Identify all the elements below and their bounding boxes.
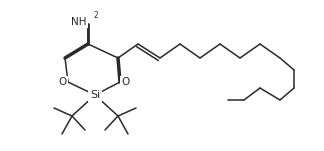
Text: O: O [121, 77, 129, 87]
Text: Si: Si [90, 90, 100, 100]
Text: NH: NH [72, 17, 87, 27]
Text: 2: 2 [93, 11, 98, 21]
Text: O: O [59, 77, 67, 87]
